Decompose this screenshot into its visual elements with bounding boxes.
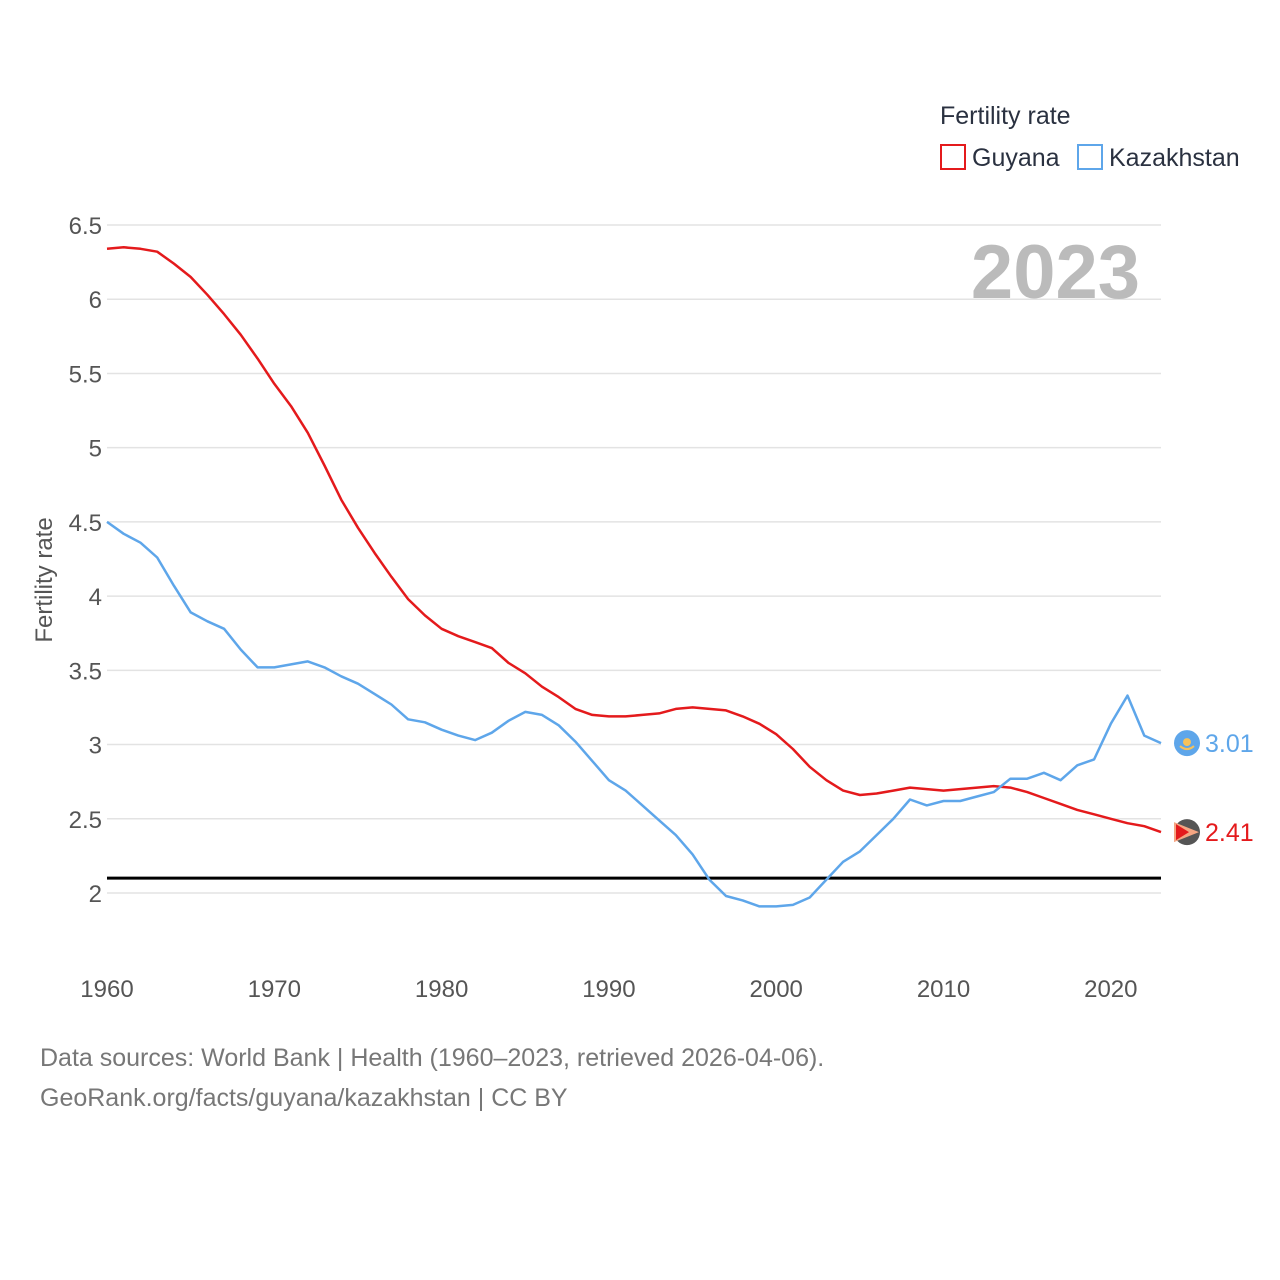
y-tick-label: 6.5: [69, 213, 102, 240]
legend-swatch-guyana: [940, 144, 966, 170]
legend-label-kazakhstan: Kazakhstan: [1109, 144, 1240, 172]
y-axis-label: Fertility rate: [31, 517, 58, 642]
y-tick-label: 6: [89, 287, 102, 314]
grid-lines: [107, 224, 1161, 894]
x-tick-label: 1980: [415, 976, 468, 1003]
series-lines: [106, 246, 1162, 908]
y-tick-label: 3.5: [69, 658, 102, 685]
footer-credit: GeoRank.org/facts/guyana/kazakhstan | CC…: [40, 1084, 568, 1112]
legend-swatch-kazakhstan: [1077, 144, 1103, 170]
end-value-label-kazakhstan: 3.01: [1205, 730, 1254, 758]
legend-title: Fertility rate: [940, 102, 1071, 130]
series-line-kazakhstan: [106, 520, 1162, 908]
flag-eagle: [1179, 745, 1195, 751]
end-value-label-guyana: 2.41: [1205, 819, 1254, 847]
y-tick-label: 4: [89, 584, 102, 611]
flag-sun: [1183, 738, 1191, 747]
y-axis-ticks: 2 2.5 3 3.5 4 4.5 5 5.5 6 6.5: [69, 213, 102, 908]
flag-triangle-inner: [1176, 824, 1189, 841]
x-tick-label: 2020: [1084, 976, 1137, 1003]
series-line-guyana: [106, 246, 1162, 834]
x-tick-label: 2010: [917, 976, 970, 1003]
x-tick-label: 1990: [582, 976, 635, 1003]
endpoint-marker-guyana: [1174, 819, 1200, 846]
y-tick-label: 3: [89, 733, 102, 760]
legend-label-guyana: Guyana: [972, 144, 1060, 172]
x-tick-label: 1960: [80, 976, 133, 1003]
y-tick-label: 5.5: [69, 361, 102, 388]
x-tick-label: 2000: [750, 976, 803, 1003]
y-tick-label: 5: [89, 436, 102, 463]
series-endpoints: 2.41 3.01: [1174, 730, 1254, 847]
endpoint-marker-kazakhstan: [1174, 730, 1200, 757]
footer-sources: Data sources: World Bank | Health (1960–…: [40, 1044, 825, 1072]
y-tick-label: 2: [89, 881, 102, 908]
y-tick-label: 2.5: [69, 807, 102, 834]
x-tick-label: 1970: [248, 976, 301, 1003]
y-tick-label: 4.5: [69, 510, 102, 537]
legend: Fertility rate Guyana Kazakhstan: [940, 102, 1240, 172]
year-watermark: 2023: [971, 230, 1140, 315]
x-axis-ticks: 1960 1970 1980 1990 2000 2010 2020: [80, 976, 1137, 1003]
